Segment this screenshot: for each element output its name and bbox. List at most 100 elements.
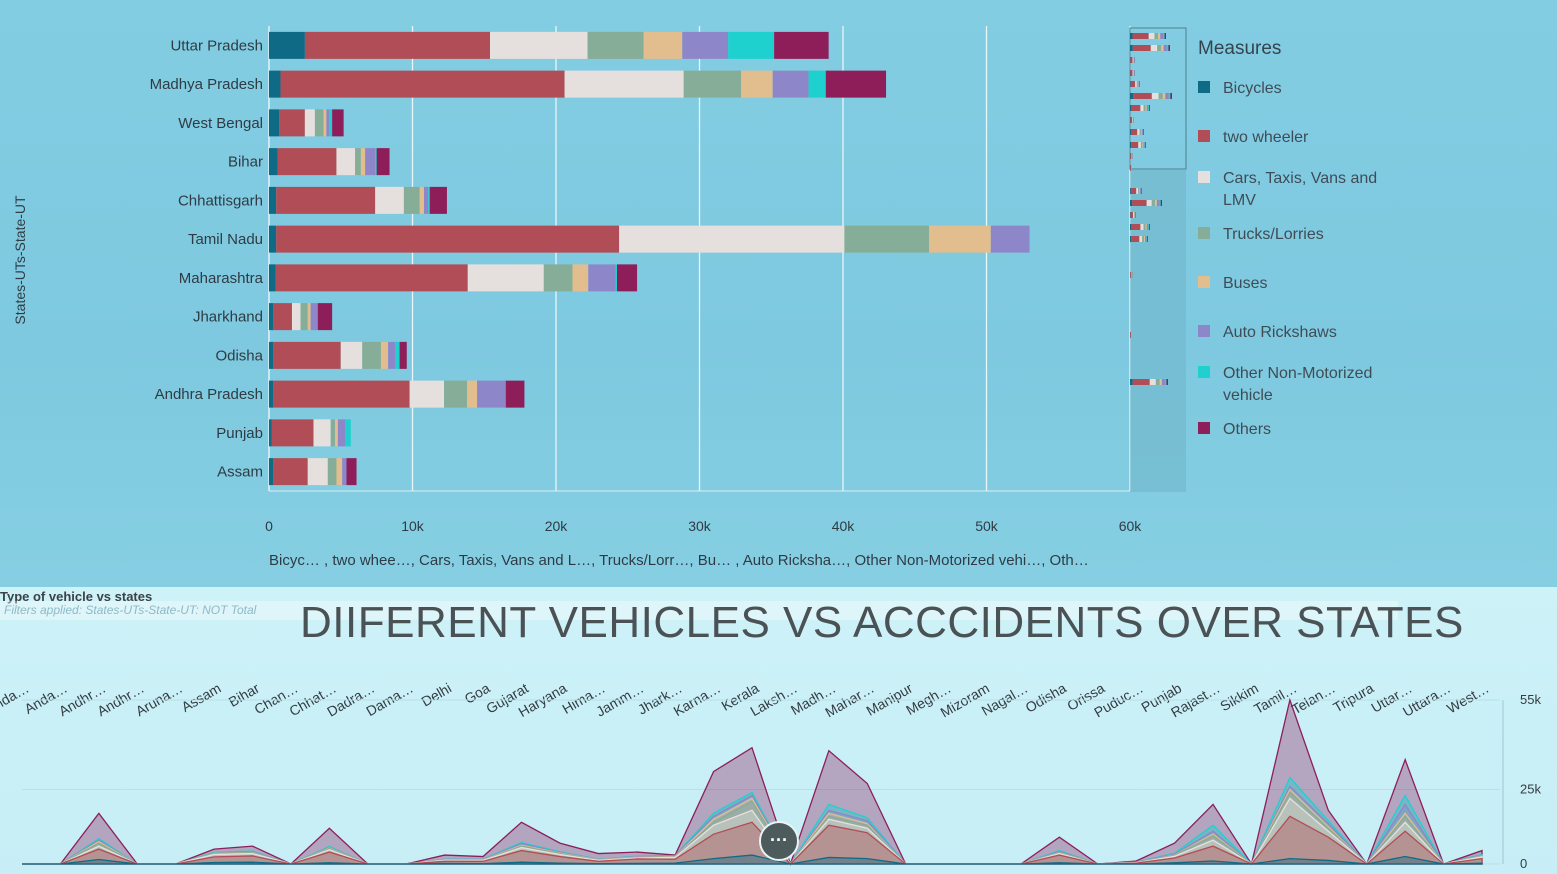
bar-segment-bicycles[interactable] [269,303,274,331]
legend-item-cars-taxis-vans-and-lmv[interactable]: Cars, Taxis, Vans and LMV [1190,168,1410,224]
bar-segment-cars-taxis-vans-and-lmv[interactable] [564,70,684,98]
bar-segment-bicycles[interactable] [269,419,272,447]
bar-segment-others[interactable] [774,31,829,59]
bar-segment-buses[interactable] [741,70,773,98]
bar-segment-auto-rickshaws[interactable] [990,225,1030,253]
bar-segment-buses[interactable] [467,380,478,408]
bar-segment-cars-taxis-vans-and-lmv[interactable] [304,109,315,137]
bar-segment-two-wheeler[interactable] [280,70,565,98]
bar-segment-trucks-lorries[interactable] [330,419,336,447]
bar-segment-auto-rickshaws[interactable] [423,186,429,214]
bar-segment-cars-taxis-vans-and-lmv[interactable] [467,264,544,292]
bar-segment-bicycles[interactable] [269,225,277,253]
bar-segment-two-wheeler[interactable] [275,264,468,292]
bar-segment-other-non-motorized-vehicle[interactable] [345,419,351,447]
bar-segment-trucks-lorries[interactable] [444,380,468,408]
bar-segment-bicycles[interactable] [269,70,281,98]
bar-segment-bicycles[interactable] [269,458,274,486]
bar-segment-cars-taxis-vans-and-lmv[interactable] [619,225,845,253]
bar-segment-buses[interactable] [929,225,991,253]
bar-segment-auto-rickshaws[interactable] [342,458,347,486]
bar-segment-auto-rickshaws[interactable] [588,264,616,292]
bar-segment-buses[interactable] [307,303,311,331]
bar-segment-auto-rickshaws[interactable] [682,31,729,59]
bar-segment-cars-taxis-vans-and-lmv[interactable] [489,31,588,59]
bar-segment-other-non-motorized-vehicle[interactable] [808,70,826,98]
bar-segment-two-wheeler[interactable] [277,148,337,176]
bar-segment-auto-rickshaws[interactable] [388,341,396,369]
bar-segment-trucks-lorries[interactable] [844,225,930,253]
bar-segment-two-wheeler[interactable] [276,186,376,214]
bar-segment-cars-taxis-vans-and-lmv[interactable] [313,419,331,447]
area-chart[interactable]: Anda…Anda…Andhr…Andhr…Aruna…Assam BiharCh… [0,587,1557,874]
bar-segment-others[interactable] [346,458,357,486]
legend-item-two-wheeler[interactable]: two wheeler [1190,127,1410,176]
legend-item-others[interactable]: Others [1190,419,1410,468]
bar-segment-buses[interactable] [360,148,366,176]
bar-segment-auto-rickshaws[interactable] [326,109,330,137]
legend-item-bicycles[interactable]: Bicycles [1190,78,1410,127]
bar-segment-buses[interactable] [380,341,389,369]
bar-segment-trucks-lorries[interactable] [362,341,381,369]
bar-segment-buses[interactable] [335,419,338,447]
bar-segment-buses[interactable] [419,186,424,214]
bar-segment-bicycles[interactable] [269,31,305,59]
bar-segment-two-wheeler[interactable] [304,31,490,59]
bar-segment-trucks-lorries[interactable] [300,303,308,331]
bar-segment-others[interactable] [825,70,887,98]
bar-segment-buses[interactable] [336,458,343,486]
bar-segment-trucks-lorries[interactable] [327,458,337,486]
bar-segment-two-wheeler[interactable] [279,109,305,137]
bar-segment-auto-rickshaws[interactable] [477,380,506,408]
legend-item-buses[interactable]: Buses [1190,273,1410,322]
bar-segment-buses[interactable] [572,264,589,292]
bar-segment-trucks-lorries[interactable] [355,148,361,176]
area-series-bicycles[interactable] [22,854,1483,865]
bar-segment-other-non-motorized-vehicle[interactable] [728,31,775,59]
bar-segment-cars-taxis-vans-and-lmv[interactable] [340,341,363,369]
bar-segment-cars-taxis-vans-and-lmv[interactable] [375,186,404,214]
bar-segment-bicycles[interactable] [269,186,277,214]
stacked-bar-chart[interactable]: 0 10k 20k 30k 40k 50k 60k States-UTs-State-UT Ut… [0,0,1557,587]
bar-segment-trucks-lorries[interactable] [683,70,742,98]
bar-segment-auto-rickshaws[interactable] [310,303,318,331]
bar-segment-trucks-lorries[interactable] [403,186,420,214]
more-options-button[interactable]: ··· [759,821,799,861]
bar-segment-two-wheeler[interactable] [273,380,410,408]
bar-segment-two-wheeler[interactable] [273,303,292,331]
bar-segment-other-non-motorized-vehicle[interactable] [395,341,400,369]
bar-segment-bicycles[interactable] [269,380,274,408]
bar-segment-auto-rickshaws[interactable] [772,70,809,98]
bar-segment-two-wheeler[interactable] [271,419,314,447]
bar-segment-cars-taxis-vans-and-lmv[interactable] [307,458,328,486]
bar-segment-others[interactable] [399,341,407,369]
bar-segment-others[interactable] [616,264,638,292]
legend-item-auto-rickshaws[interactable]: Auto Rickshaws [1190,322,1410,371]
bar-segment-other-non-motorized-vehicle[interactable] [375,148,377,176]
bar-segment-others[interactable] [376,148,390,176]
bar-segment-others[interactable] [332,109,344,137]
bar-segment-others[interactable] [317,303,333,331]
bar-segment-bicycles[interactable] [269,109,280,137]
bar-segment-others[interactable] [505,380,525,408]
bar-segment-other-non-motorized-vehicle[interactable] [428,186,430,214]
bar-segment-trucks-lorries[interactable] [587,31,644,59]
bar-segment-bicycles[interactable] [269,341,274,369]
bar-segment-others[interactable] [429,186,447,214]
bar-segment-two-wheeler[interactable] [273,458,308,486]
legend-item-trucks-lorries[interactable]: Trucks/Lorries [1190,224,1410,273]
bar-segment-auto-rickshaws[interactable] [365,148,376,176]
bar-segment-cars-taxis-vans-and-lmv[interactable] [291,303,301,331]
bar-segment-auto-rickshaws[interactable] [337,419,346,447]
bar-segment-cars-taxis-vans-and-lmv[interactable] [409,380,445,408]
bar-segment-two-wheeler[interactable] [273,341,341,369]
bar-segment-cars-taxis-vans-and-lmv[interactable] [336,148,356,176]
bar-segment-other-non-motorized-vehicle[interactable] [615,264,617,292]
legend-item-other-non-motorized-vehicle[interactable]: Other Non-Motorized vehicle [1190,363,1410,419]
bar-segment-two-wheeler[interactable] [276,225,620,253]
bar-segment-other-non-motorized-vehicle[interactable] [329,109,333,137]
scroll-track[interactable] [1130,170,1186,492]
bar-segment-trucks-lorries[interactable] [314,109,324,137]
bar-segment-buses[interactable] [643,31,683,59]
bar-segment-trucks-lorries[interactable] [543,264,573,292]
